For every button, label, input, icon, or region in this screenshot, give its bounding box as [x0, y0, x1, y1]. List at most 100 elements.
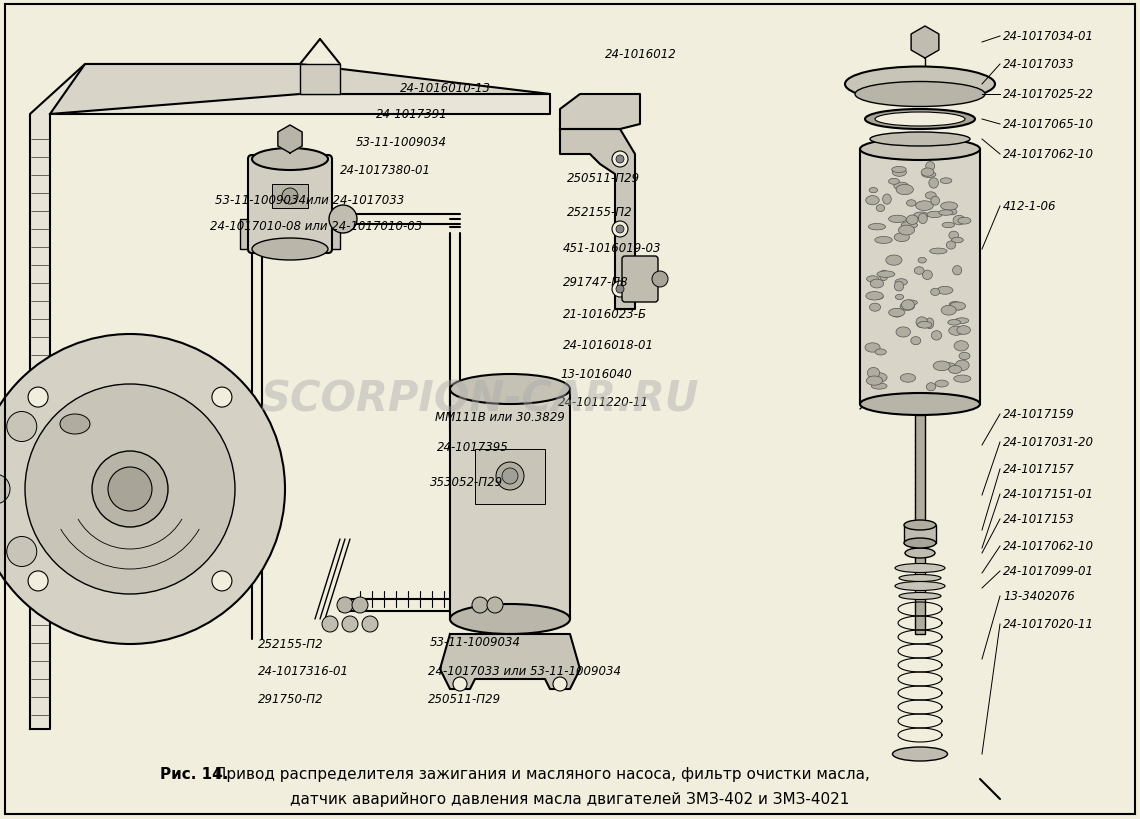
Text: 53-11-1009034: 53-11-1009034: [430, 636, 521, 649]
Ellipse shape: [893, 747, 947, 761]
Ellipse shape: [901, 222, 918, 229]
Ellipse shape: [948, 232, 959, 240]
Ellipse shape: [922, 172, 936, 179]
Ellipse shape: [888, 216, 906, 224]
Circle shape: [472, 597, 488, 613]
Ellipse shape: [911, 337, 921, 346]
Text: 451-1016019-03: 451-1016019-03: [563, 242, 661, 254]
Ellipse shape: [895, 581, 945, 590]
Ellipse shape: [959, 353, 970, 360]
Circle shape: [616, 156, 624, 164]
Bar: [450, 390, 570, 619]
Ellipse shape: [870, 304, 880, 312]
Circle shape: [0, 335, 285, 645]
Ellipse shape: [868, 368, 880, 379]
Text: 412-1-06: 412-1-06: [1003, 201, 1057, 213]
Ellipse shape: [954, 376, 971, 382]
Ellipse shape: [882, 195, 891, 205]
Bar: [860, 150, 980, 405]
Circle shape: [321, 616, 337, 632]
Text: 24-1017395: 24-1017395: [437, 441, 508, 454]
Circle shape: [612, 152, 628, 168]
Ellipse shape: [942, 306, 956, 316]
Polygon shape: [30, 65, 549, 729]
Bar: [241, 219, 340, 250]
Ellipse shape: [869, 188, 878, 193]
Circle shape: [496, 463, 524, 491]
Circle shape: [487, 597, 503, 613]
Circle shape: [612, 222, 628, 238]
Polygon shape: [278, 126, 302, 154]
Text: 13-1016040: 13-1016040: [560, 368, 632, 381]
Ellipse shape: [870, 280, 884, 288]
Ellipse shape: [450, 604, 570, 634]
Ellipse shape: [896, 328, 911, 337]
Text: 24-1017025-22: 24-1017025-22: [1003, 88, 1094, 102]
Text: 24-1017031-20: 24-1017031-20: [1003, 436, 1094, 449]
Circle shape: [652, 272, 668, 287]
Ellipse shape: [937, 287, 953, 295]
Ellipse shape: [927, 383, 936, 391]
Ellipse shape: [889, 309, 905, 317]
Ellipse shape: [915, 201, 934, 211]
Text: 250511-П29: 250511-П29: [567, 171, 641, 184]
Ellipse shape: [904, 538, 936, 549]
Ellipse shape: [895, 279, 907, 286]
Ellipse shape: [894, 183, 909, 191]
Circle shape: [108, 468, 152, 511]
Ellipse shape: [855, 83, 985, 107]
Ellipse shape: [926, 192, 936, 200]
Ellipse shape: [893, 169, 906, 177]
Ellipse shape: [926, 162, 935, 171]
Text: 24-1017316-01: 24-1017316-01: [258, 665, 349, 677]
Ellipse shape: [865, 110, 975, 130]
Circle shape: [352, 597, 368, 613]
Text: 24-1017033: 24-1017033: [1003, 58, 1075, 71]
Ellipse shape: [906, 215, 918, 225]
Ellipse shape: [901, 303, 914, 311]
Ellipse shape: [950, 302, 961, 308]
Ellipse shape: [944, 364, 955, 369]
Circle shape: [363, 616, 378, 632]
Text: Привод распределителя зажигания и масляного насоса, фильтр очистки масла,: Привод распределителя зажигания и маслян…: [210, 767, 870, 781]
Ellipse shape: [877, 206, 885, 212]
Text: 24-1017010-08 или 24-1017010-03: 24-1017010-08 или 24-1017010-03: [210, 220, 422, 233]
Ellipse shape: [894, 282, 904, 292]
Ellipse shape: [860, 393, 980, 415]
Text: 24-1017033 или 53-11-1009034: 24-1017033 или 53-11-1009034: [428, 665, 621, 677]
Circle shape: [92, 451, 168, 527]
Ellipse shape: [60, 414, 90, 434]
Ellipse shape: [877, 272, 895, 278]
Text: 13-3402076: 13-3402076: [1003, 590, 1075, 603]
Text: 24-1017034-01: 24-1017034-01: [1003, 30, 1094, 43]
Polygon shape: [560, 95, 640, 130]
Ellipse shape: [870, 373, 887, 383]
Text: Рис. 14.: Рис. 14.: [160, 767, 228, 781]
Circle shape: [329, 206, 357, 233]
Ellipse shape: [948, 327, 963, 336]
Text: 24-1011220-11: 24-1011220-11: [557, 396, 649, 409]
Ellipse shape: [953, 266, 962, 275]
Text: 24-1017380-01: 24-1017380-01: [340, 163, 431, 176]
Ellipse shape: [950, 303, 966, 310]
Text: 24-1017062-10: 24-1017062-10: [1003, 540, 1094, 553]
Ellipse shape: [895, 295, 904, 301]
Ellipse shape: [896, 185, 913, 196]
Ellipse shape: [929, 249, 947, 255]
Ellipse shape: [918, 322, 933, 328]
Ellipse shape: [899, 575, 940, 581]
Ellipse shape: [958, 218, 971, 224]
Text: 24-1017391: 24-1017391: [376, 108, 448, 121]
Text: 24-1017065-10: 24-1017065-10: [1003, 119, 1094, 131]
Text: 53-11-1009034или 24-1017033: 53-11-1009034или 24-1017033: [215, 193, 405, 206]
Circle shape: [502, 468, 518, 484]
Bar: [904, 525, 936, 543]
Text: 24-1017157: 24-1017157: [1003, 463, 1075, 476]
Ellipse shape: [865, 197, 879, 206]
Text: 24-1017159: 24-1017159: [1003, 408, 1075, 421]
FancyBboxPatch shape: [249, 156, 332, 254]
Ellipse shape: [939, 210, 953, 216]
Circle shape: [212, 571, 231, 591]
Ellipse shape: [929, 179, 938, 189]
Ellipse shape: [954, 342, 968, 351]
